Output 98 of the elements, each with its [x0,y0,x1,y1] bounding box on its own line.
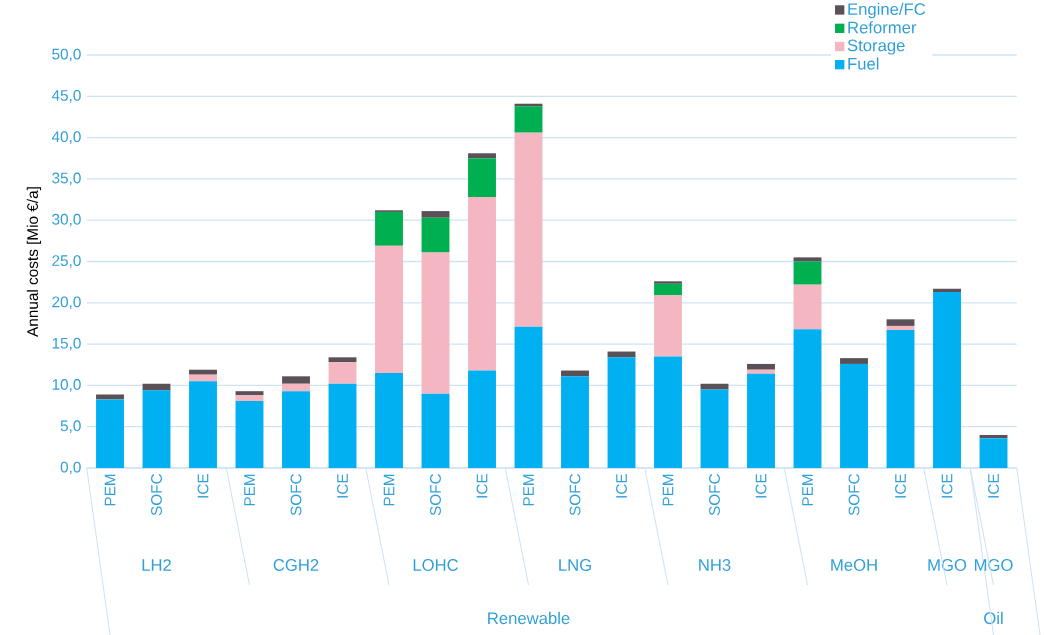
bar [793,261,822,285]
x-tick-label: SOFC [151,473,162,516]
y-tick-label: 5,0 [60,420,81,434]
text: CGH2 [273,559,319,571]
y-axis-title: Annual costs [Mio €/a] [26,187,42,337]
bar [375,245,403,374]
bar [468,153,496,159]
bar [328,383,357,468]
bar [142,390,171,468]
bar [886,330,915,468]
x-tick-label: SOFC [290,473,302,516]
x-tick-label: ICE [988,474,999,498]
bar [235,401,264,468]
bar [700,389,729,468]
legend-label: Fuel [848,57,879,70]
x-tick-label: PEM [244,474,255,506]
bar [793,257,822,262]
bar [468,370,496,468]
bar [421,211,450,218]
x-tick-label: ICE [895,474,906,498]
x-tick-label: PEM [104,474,116,506]
y-tick-label: 0,0 [60,461,81,475]
bar [793,284,822,330]
text: Oil [984,611,1003,625]
x-tick-label: SOFC [709,473,720,516]
x-tick-label: PEM [662,474,674,506]
bar [747,369,775,374]
bar [421,252,450,394]
bar [235,395,264,402]
bar [189,381,217,468]
bar [328,362,357,384]
text: LOHC [413,559,459,571]
bar [514,132,543,327]
bar [654,281,682,284]
x-tick-label: SOFC [430,473,441,516]
bar [979,438,1008,468]
bar [933,292,961,468]
y-tick-label: 50,0 [52,48,81,62]
text: MGO [928,559,967,571]
x-tick-label: ICE [197,474,209,498]
bar [514,106,543,133]
bar [421,393,450,468]
text: MGO [974,559,1013,571]
bar [235,391,264,396]
bar [654,356,682,468]
x-tick-label: ICE [337,474,348,498]
x-tick-label: ICE [941,474,953,498]
bar [468,158,496,198]
y-tick-label: 25,0 [52,255,81,268]
bar [468,197,496,371]
text: LNG [559,559,591,571]
bar [189,374,217,382]
legend-label: Storage [847,39,905,55]
x-tick-label: PEM [523,474,534,506]
bar [747,363,775,370]
y-tick-label: 15,0 [52,337,81,351]
x-tick-label: ICE [476,474,488,498]
bar [375,211,403,246]
bar [375,373,403,468]
y-tick-label: 30,0 [52,213,81,227]
bar [96,394,124,400]
bar [933,288,961,293]
bar [328,357,357,363]
bar [514,326,543,468]
legend-label: Reformer [848,21,917,34]
x-tick-label: PEM [802,474,813,506]
bar [886,325,915,331]
bar [282,391,310,468]
y-tick-label: 20,0 [52,296,81,310]
x-tick-label: ICE [755,474,767,498]
bar [282,383,310,392]
legend-label: Engine/FC [848,2,926,19]
bar [840,358,868,364]
bar [886,319,915,326]
bar [840,363,868,468]
bar [700,383,729,390]
bar [607,357,636,468]
x-tick-label: PEM [383,474,395,506]
bar [282,376,310,384]
text: MeOH [831,559,877,571]
y-tick-label: 10,0 [52,379,81,392]
text: NH3 [699,559,731,571]
x-tick-label: ICE [616,474,627,498]
y-tick-label: 35,0 [52,172,81,186]
bar [654,283,682,296]
text: LH2 [142,559,171,571]
x-tick-label: SOFC [848,473,860,516]
y-tick-label: 40,0 [51,131,81,144]
bar [96,399,124,468]
bar [189,369,217,375]
bar [793,329,822,468]
bar [747,373,775,468]
bar [654,295,682,357]
y-tick-label: 45,0 [51,89,81,103]
bar [421,217,450,253]
bar [561,376,589,468]
text: Renewable [488,611,570,625]
x-tick-label: SOFC [569,473,581,516]
